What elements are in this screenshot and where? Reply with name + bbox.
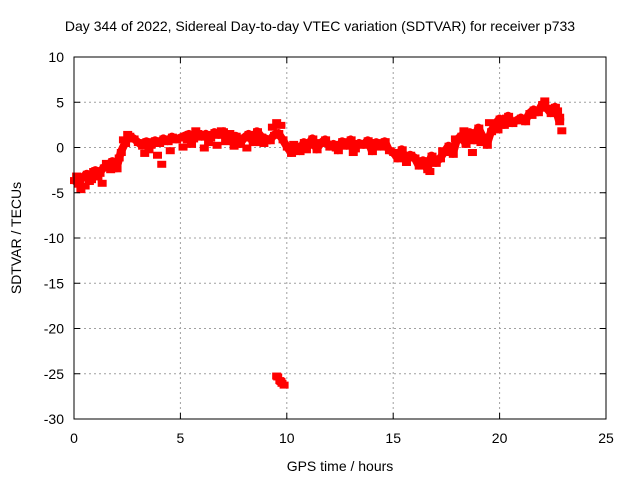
data-point	[140, 149, 150, 157]
data-point	[557, 127, 567, 135]
y-tick-label: -30	[44, 411, 64, 427]
y-tick-label: 5	[56, 94, 64, 110]
x-axis-label: GPS time / hours	[286, 458, 394, 474]
data-point	[267, 123, 277, 131]
y-tick-label: -25	[44, 366, 64, 382]
y-tick-label: -5	[52, 185, 65, 201]
data-point	[467, 149, 477, 157]
data-point	[493, 126, 503, 134]
data-point	[221, 138, 231, 146]
data-point	[348, 149, 358, 157]
x-tick-label: 25	[598, 430, 614, 446]
data-point	[199, 144, 209, 152]
data-point	[476, 139, 486, 147]
x-tick-label: 5	[177, 430, 185, 446]
data-point	[93, 173, 103, 181]
data-point	[187, 140, 197, 148]
x-tick-label: 15	[385, 430, 401, 446]
data-point	[144, 146, 154, 154]
y-tick-label: -20	[44, 321, 64, 337]
data-point	[152, 151, 162, 159]
data-point	[484, 119, 494, 127]
data-point	[178, 143, 188, 151]
y-tick-label: -15	[44, 275, 64, 291]
data-point	[276, 377, 286, 385]
y-axis-label: SDTVAR / TECUs	[8, 181, 24, 295]
data-point	[182, 136, 192, 144]
data-point	[204, 139, 214, 147]
data-point	[229, 142, 239, 150]
data-point	[555, 118, 565, 126]
axis-ticks: 0 5 10 15 20 25 -30 -25 -20 -15 -10 -5 0 5 10	[44, 49, 614, 446]
data-point	[279, 381, 289, 389]
y-tick-label: 0	[56, 140, 64, 156]
data-point	[76, 186, 86, 194]
x-tick-label: 0	[70, 430, 78, 446]
data-point	[157, 160, 167, 168]
y-tick-label: -10	[44, 230, 64, 246]
data-point	[276, 121, 286, 129]
series-band	[71, 100, 564, 188]
data-point	[272, 372, 282, 380]
data-point	[212, 141, 222, 149]
data-point	[459, 127, 469, 135]
data-point	[106, 166, 116, 174]
data-point	[72, 172, 82, 180]
data-point	[540, 97, 550, 105]
data-point	[97, 179, 107, 187]
x-tick-label: 10	[279, 430, 295, 446]
x-tick-label: 20	[492, 430, 508, 446]
data-point	[259, 139, 269, 147]
data-points	[70, 97, 567, 389]
data-point	[80, 182, 90, 190]
y-tick-label: 10	[48, 49, 64, 65]
chart-title: Day 344 of 2022, Sidereal Day-to-day VTE…	[64, 18, 576, 34]
data-point	[242, 144, 252, 152]
data-point	[301, 146, 311, 154]
data-point	[165, 147, 175, 155]
